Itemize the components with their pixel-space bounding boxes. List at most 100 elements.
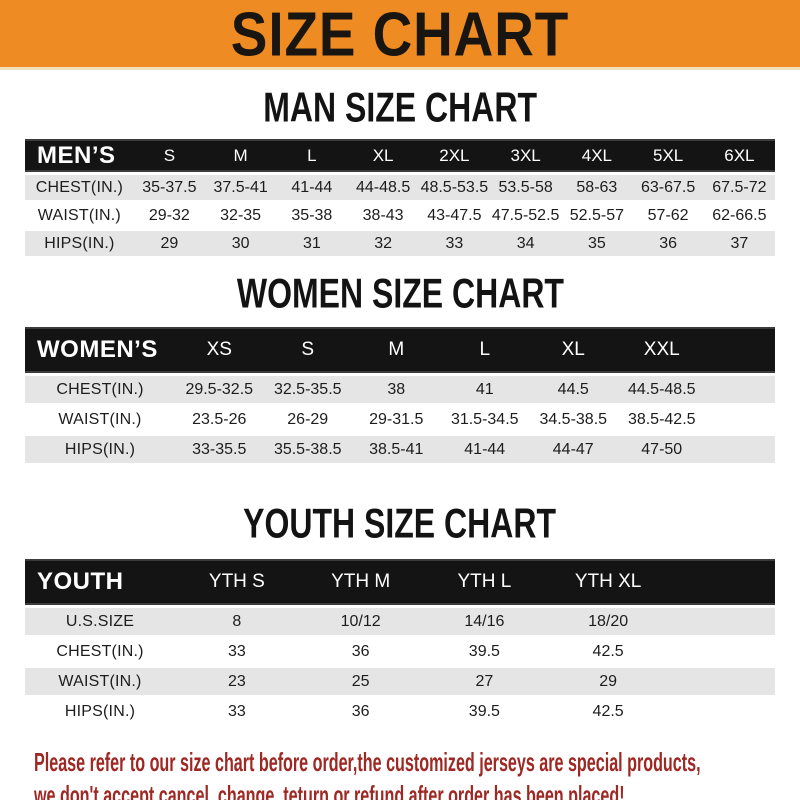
row-label: WAIST(IN.) [25, 203, 134, 228]
filler-cell [670, 559, 775, 605]
table-cell: 31.5-34.5 [440, 406, 529, 433]
table-cell: 14/16 [422, 608, 547, 635]
women-size-header: M [352, 327, 441, 373]
filler-cell [670, 608, 775, 635]
table-cell: 34.5-38.5 [529, 406, 618, 433]
table-cell: 67.5-72 [703, 175, 775, 200]
filler-cell [706, 376, 775, 403]
youth-table-title-cell: YOUTH [25, 559, 175, 605]
table-cell: 23 [175, 668, 299, 695]
order-disclaimer: Please refer to our size chart before or… [34, 746, 800, 800]
table-cell: 41-44 [440, 436, 529, 463]
women-hips-row: HIPS(IN.) 33-35.5 35.5-38.5 38.5-41 41-4… [25, 436, 775, 463]
table-cell: 42.5 [546, 638, 670, 665]
table-cell: 33 [175, 698, 299, 725]
table-cell: 33 [175, 638, 299, 665]
table-cell: 39.5 [422, 698, 547, 725]
youth-size-table: YOUTH YTH S YTH M YTH L YTH XL U.S.SIZE … [25, 556, 775, 728]
table-cell: 41-44 [276, 175, 348, 200]
women-size-header: XXL [617, 327, 706, 373]
men-size-header: 6XL [703, 139, 775, 172]
youth-section-heading-text: YOUTH SIZE CHART [243, 500, 557, 548]
table-cell: 32 [347, 231, 419, 256]
disclaimer-line-1: Please refer to our size chart before or… [34, 747, 701, 777]
men-section-heading: MAN SIZE CHART [0, 84, 800, 132]
table-cell: 38 [352, 376, 441, 403]
table-cell: 26-29 [263, 406, 352, 433]
youth-size-header: YTH M [298, 559, 423, 605]
table-cell: 35.5-38.5 [263, 436, 352, 463]
table-cell: 29 [133, 231, 205, 256]
table-cell: 47-50 [617, 436, 706, 463]
table-cell: 37.5-41 [205, 175, 277, 200]
table-cell: 48.5-53.5 [418, 175, 490, 200]
table-cell: 8 [175, 608, 299, 635]
table-cell: 30 [205, 231, 277, 256]
table-cell: 58-63 [561, 175, 633, 200]
table-cell: 47.5-52.5 [490, 203, 562, 228]
filler-cell [670, 638, 775, 665]
men-size-header: 3XL [490, 139, 562, 172]
filler-cell [706, 436, 775, 463]
table-cell: 18/20 [546, 608, 670, 635]
table-cell: 38.5-42.5 [617, 406, 706, 433]
men-section-heading-text: MAN SIZE CHART [263, 84, 537, 132]
table-cell: 44-48.5 [347, 175, 419, 200]
men-hips-row: HIPS(IN.) 29 30 31 32 33 34 35 36 37 [25, 231, 775, 256]
youth-ussize-row: U.S.SIZE 8 10/12 14/16 18/20 [25, 608, 775, 635]
table-cell: 39.5 [422, 638, 547, 665]
size-chart-banner: SIZE CHART [0, 0, 800, 70]
table-cell: 36 [298, 638, 423, 665]
men-size-header: L [276, 139, 348, 172]
row-label: HIPS(IN.) [25, 698, 175, 725]
table-cell: 38.5-41 [352, 436, 441, 463]
row-label: HIPS(IN.) [25, 436, 175, 463]
banner-title: SIZE CHART [230, 0, 570, 69]
table-cell: 35 [561, 231, 633, 256]
men-table-title-cell: MEN’S [25, 139, 134, 172]
youth-table-header-row: YOUTH YTH S YTH M YTH L YTH XL [25, 559, 775, 605]
table-cell: 42.5 [546, 698, 670, 725]
men-size-header: S [133, 139, 205, 172]
table-cell: 33 [418, 231, 490, 256]
women-waist-row: WAIST(IN.) 23.5-26 26-29 29-31.5 31.5-34… [25, 406, 775, 433]
women-size-table: WOMEN’S XS S M L XL XXL CHEST(IN.) 29.5-… [25, 324, 775, 466]
youth-chest-row: CHEST(IN.) 33 36 39.5 42.5 [25, 638, 775, 665]
table-cell: 29-32 [133, 203, 205, 228]
women-size-header: XL [529, 327, 618, 373]
table-cell: 57-62 [632, 203, 704, 228]
table-cell: 44-47 [529, 436, 618, 463]
row-label: CHEST(IN.) [25, 376, 175, 403]
youth-size-header: YTH XL [546, 559, 670, 605]
disclaimer-line-2: we don't accept cancel, change, teturn o… [34, 780, 625, 800]
table-cell: 36 [298, 698, 423, 725]
row-label: HIPS(IN.) [25, 231, 134, 256]
table-cell: 41 [440, 376, 529, 403]
youth-section-heading: YOUTH SIZE CHART [0, 500, 800, 548]
filler-cell [706, 406, 775, 433]
women-chest-row: CHEST(IN.) 29.5-32.5 32.5-35.5 38 41 44.… [25, 376, 775, 403]
table-cell: 31 [276, 231, 348, 256]
women-size-header: L [440, 327, 529, 373]
table-cell: 10/12 [298, 608, 423, 635]
men-size-header: XL [347, 139, 419, 172]
table-cell: 29.5-32.5 [175, 376, 264, 403]
table-cell: 32.5-35.5 [263, 376, 352, 403]
youth-size-header: YTH S [175, 559, 299, 605]
table-cell: 38-43 [347, 203, 419, 228]
women-section-heading: WOMEN SIZE CHART [0, 271, 800, 317]
table-cell: 53.5-58 [490, 175, 562, 200]
women-size-header: S [263, 327, 352, 373]
filler-cell [706, 327, 775, 373]
men-table-header-row: MEN’S S M L XL 2XL 3XL 4XL 5XL 6XL [25, 139, 775, 172]
table-cell: 43-47.5 [418, 203, 490, 228]
table-cell: 34 [490, 231, 562, 256]
table-cell: 63-67.5 [632, 175, 704, 200]
men-size-header: 2XL [418, 139, 490, 172]
row-label: WAIST(IN.) [25, 668, 175, 695]
table-cell: 37 [703, 231, 775, 256]
table-cell: 27 [422, 668, 547, 695]
row-label: U.S.SIZE [25, 608, 175, 635]
table-cell: 36 [632, 231, 704, 256]
table-cell: 35-38 [276, 203, 348, 228]
